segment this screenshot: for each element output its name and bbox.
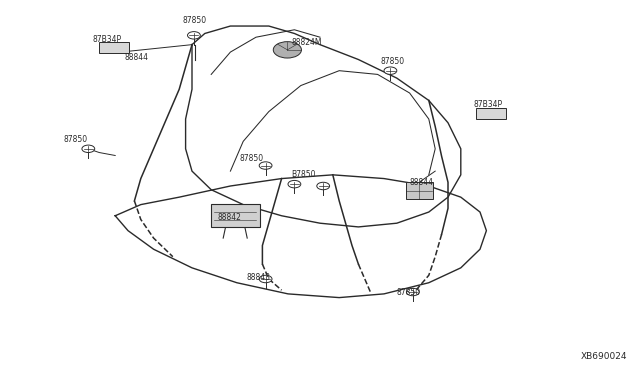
Circle shape [259, 162, 272, 169]
Polygon shape [186, 26, 461, 227]
Circle shape [317, 182, 330, 190]
Circle shape [259, 275, 272, 283]
Text: 87B34P: 87B34P [474, 100, 503, 109]
Text: 87850: 87850 [397, 288, 421, 296]
Text: 87850: 87850 [64, 135, 88, 144]
Circle shape [406, 288, 419, 296]
Text: 88844: 88844 [410, 178, 434, 187]
Circle shape [273, 42, 301, 58]
FancyBboxPatch shape [211, 204, 260, 227]
Circle shape [288, 180, 301, 188]
Polygon shape [115, 175, 486, 298]
Circle shape [384, 67, 397, 74]
Text: XB690024: XB690024 [580, 352, 627, 361]
FancyBboxPatch shape [476, 108, 506, 119]
Text: 87850: 87850 [182, 16, 207, 25]
Text: 88843: 88843 [246, 273, 270, 282]
Text: 87850: 87850 [381, 57, 405, 66]
FancyBboxPatch shape [99, 42, 129, 53]
Text: 87850: 87850 [240, 154, 264, 163]
Text: B7850: B7850 [291, 170, 316, 179]
Text: 88842: 88842 [218, 213, 241, 222]
FancyBboxPatch shape [406, 182, 433, 199]
Text: 88844: 88844 [125, 53, 149, 62]
Text: 87B34P: 87B34P [93, 35, 122, 44]
Text: 88824M: 88824M [291, 38, 322, 47]
Circle shape [82, 145, 95, 153]
Circle shape [188, 32, 200, 39]
